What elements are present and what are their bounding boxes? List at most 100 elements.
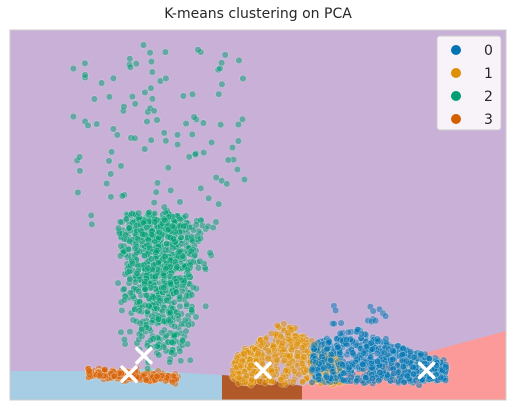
point-cluster-2 xyxy=(215,200,223,208)
point-cluster-0 xyxy=(362,374,370,382)
legend-marker-2 xyxy=(451,91,461,101)
point-cluster-2 xyxy=(167,186,175,194)
point-cluster-2 xyxy=(135,209,143,217)
point-cluster-2 xyxy=(164,164,172,172)
point-cluster-1 xyxy=(294,353,302,361)
point-cluster-2 xyxy=(147,255,155,263)
point-cluster-2 xyxy=(173,263,181,271)
point-cluster-2 xyxy=(170,322,178,330)
point-cluster-2 xyxy=(209,224,217,232)
point-cluster-2 xyxy=(183,266,191,274)
point-cluster-2 xyxy=(183,300,191,308)
point-cluster-2 xyxy=(120,103,128,111)
point-cluster-2 xyxy=(126,276,134,284)
point-cluster-2 xyxy=(160,284,168,292)
axes-frame xyxy=(9,29,507,401)
point-cluster-2 xyxy=(191,150,199,158)
point-cluster-2 xyxy=(135,307,143,315)
point-cluster-2 xyxy=(212,173,220,181)
point-cluster-2 xyxy=(87,211,95,219)
point-cluster-2 xyxy=(109,74,117,82)
point-cluster-2 xyxy=(183,292,191,300)
point-cluster-1 xyxy=(248,376,256,384)
point-cluster-2 xyxy=(81,71,89,79)
point-cluster-2 xyxy=(155,351,163,359)
point-cluster-0 xyxy=(339,361,347,369)
point-cluster-2 xyxy=(146,336,154,344)
point-cluster-2 xyxy=(176,302,184,310)
point-cluster-2 xyxy=(166,279,174,287)
legend-marker-1 xyxy=(451,68,461,78)
point-cluster-2 xyxy=(169,244,177,252)
point-cluster-2 xyxy=(153,116,161,124)
point-cluster-2 xyxy=(143,291,151,299)
point-cluster-2 xyxy=(182,120,190,128)
point-cluster-2 xyxy=(202,302,210,310)
point-cluster-0 xyxy=(329,368,337,376)
point-cluster-2 xyxy=(188,130,196,138)
point-cluster-0 xyxy=(310,341,318,349)
point-cluster-2 xyxy=(150,107,158,115)
point-cluster-2 xyxy=(153,305,161,313)
point-cluster-0 xyxy=(367,339,375,347)
point-cluster-0 xyxy=(334,343,342,351)
point-cluster-1 xyxy=(271,347,279,355)
point-cluster-2 xyxy=(194,46,202,54)
point-cluster-0 xyxy=(336,330,344,338)
point-cluster-0 xyxy=(407,348,415,356)
point-cluster-2 xyxy=(228,143,236,151)
point-cluster-2 xyxy=(69,113,77,121)
point-cluster-2 xyxy=(131,100,139,108)
point-cluster-3 xyxy=(101,366,109,374)
point-cluster-2 xyxy=(136,298,144,306)
point-cluster-2 xyxy=(185,153,193,161)
point-cluster-0 xyxy=(389,347,397,355)
point-cluster-2 xyxy=(173,131,181,139)
point-cluster-2 xyxy=(131,244,139,252)
point-cluster-2 xyxy=(98,79,106,87)
point-cluster-2 xyxy=(184,321,192,329)
point-cluster-2 xyxy=(118,307,126,315)
point-cluster-2 xyxy=(69,65,77,73)
point-cluster-2 xyxy=(218,80,226,88)
point-cluster-2 xyxy=(138,325,146,333)
point-cluster-0 xyxy=(344,328,352,336)
point-cluster-2 xyxy=(105,93,113,101)
point-cluster-2 xyxy=(240,175,248,183)
point-cluster-3 xyxy=(169,372,177,380)
point-cluster-2 xyxy=(188,237,196,245)
point-cluster-2 xyxy=(185,223,193,231)
point-cluster-1 xyxy=(284,329,292,337)
point-cluster-0 xyxy=(337,319,345,327)
point-cluster-2 xyxy=(120,247,128,255)
point-cluster-2 xyxy=(182,327,190,335)
point-cluster-2 xyxy=(148,95,156,103)
point-cluster-0 xyxy=(382,335,390,343)
point-cluster-2 xyxy=(144,235,152,243)
legend-label-0: 0 xyxy=(484,43,493,59)
point-cluster-2 xyxy=(144,365,152,373)
point-cluster-1 xyxy=(281,357,289,365)
point-cluster-2 xyxy=(147,58,155,66)
centroid-layer xyxy=(120,346,436,383)
point-cluster-2 xyxy=(218,177,226,185)
point-cluster-2 xyxy=(120,336,128,344)
point-cluster-1 xyxy=(289,378,297,386)
point-cluster-2 xyxy=(114,279,122,287)
point-cluster-2 xyxy=(168,338,176,346)
point-cluster-2 xyxy=(155,228,163,236)
point-cluster-2 xyxy=(151,218,159,226)
point-cluster-2 xyxy=(187,306,195,314)
point-cluster-2 xyxy=(131,134,139,142)
point-cluster-2 xyxy=(177,357,185,365)
point-cluster-1 xyxy=(264,355,272,363)
point-cluster-1 xyxy=(280,345,288,353)
point-cluster-2 xyxy=(217,121,225,129)
point-cluster-2 xyxy=(76,153,84,161)
point-cluster-2 xyxy=(143,224,151,232)
point-cluster-1 xyxy=(267,329,275,337)
point-cluster-0 xyxy=(369,345,377,353)
point-cluster-0 xyxy=(332,306,340,314)
point-cluster-2 xyxy=(148,68,156,76)
point-cluster-3 xyxy=(111,372,119,380)
